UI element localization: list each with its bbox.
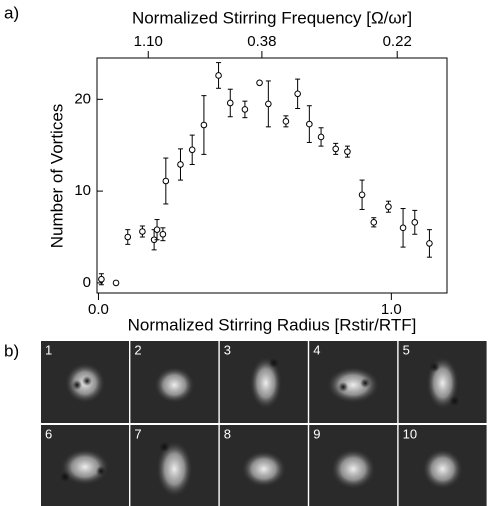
point bbox=[358, 191, 366, 199]
point bbox=[332, 145, 340, 153]
vortex bbox=[338, 382, 349, 392]
vortex bbox=[82, 376, 92, 386]
image-number: 3 bbox=[224, 342, 231, 357]
vortex bbox=[159, 442, 170, 452]
image-panel: 2 bbox=[130, 341, 219, 423]
point bbox=[98, 275, 105, 283]
point bbox=[344, 148, 351, 155]
image-number: 2 bbox=[134, 342, 141, 357]
vortex bbox=[96, 466, 106, 476]
vortex bbox=[429, 362, 440, 372]
x2-tick-label: 1.10 bbox=[134, 33, 163, 50]
y-tick-label: 0 bbox=[83, 274, 91, 291]
image-number: 7 bbox=[134, 426, 141, 441]
point bbox=[370, 219, 378, 226]
cloud bbox=[154, 367, 195, 403]
image-number: 5 bbox=[403, 342, 410, 357]
point bbox=[112, 279, 120, 287]
point bbox=[317, 133, 325, 141]
image-number: 1 bbox=[45, 342, 52, 357]
x-axis-label: Normalized Stirring Radius [Rstir/RTF] bbox=[128, 315, 417, 334]
point bbox=[177, 161, 184, 168]
y-axis-label: Number of Vortices bbox=[47, 104, 66, 249]
image-panel: 6 bbox=[41, 425, 129, 506]
image-panel: 3 bbox=[219, 341, 308, 423]
y-tick-label: 20 bbox=[74, 90, 91, 107]
image-number: 6 bbox=[45, 426, 52, 441]
image-number: 10 bbox=[403, 426, 417, 441]
point bbox=[282, 118, 290, 125]
point bbox=[399, 224, 407, 232]
point bbox=[294, 90, 301, 98]
cloud bbox=[156, 441, 193, 497]
image-panel: 1 bbox=[41, 341, 129, 423]
y-tick-label: 10 bbox=[74, 182, 91, 199]
image-panel: 7 bbox=[130, 425, 219, 506]
image-panel: 4 bbox=[309, 341, 398, 423]
point bbox=[215, 72, 222, 79]
image-number: 8 bbox=[224, 426, 231, 441]
image-panel: 9 bbox=[309, 425, 398, 506]
point bbox=[162, 177, 170, 185]
point bbox=[385, 203, 392, 211]
vortex bbox=[72, 380, 82, 390]
point bbox=[411, 219, 419, 226]
image-panel: 8 bbox=[219, 425, 308, 506]
point bbox=[265, 100, 272, 108]
point bbox=[139, 228, 146, 235]
cloud bbox=[327, 367, 380, 403]
point bbox=[188, 146, 196, 154]
point bbox=[256, 79, 263, 87]
x2-tick-label: 0.22 bbox=[383, 33, 412, 50]
cloud bbox=[61, 449, 109, 485]
point bbox=[159, 230, 167, 238]
point bbox=[241, 106, 249, 113]
image-panel: 10 bbox=[398, 425, 487, 506]
panel-label: a) bbox=[4, 3, 19, 22]
image-number: 9 bbox=[313, 426, 320, 441]
image-number: 4 bbox=[313, 342, 320, 357]
panel-label: b) bbox=[4, 341, 19, 360]
vortex bbox=[360, 378, 371, 388]
x-tick-label: 0.0 bbox=[88, 301, 109, 318]
point bbox=[226, 99, 234, 107]
vortex bbox=[60, 472, 70, 482]
point bbox=[124, 233, 132, 241]
point bbox=[426, 240, 433, 247]
cloud bbox=[331, 449, 376, 489]
image-panel: 5 bbox=[398, 341, 487, 423]
plot-frame bbox=[96, 57, 448, 294]
vortex bbox=[449, 396, 460, 406]
cloud bbox=[249, 357, 282, 409]
x-tick-label: 1.0 bbox=[381, 301, 402, 318]
cloud bbox=[241, 451, 286, 487]
cloud bbox=[422, 449, 463, 489]
vortex bbox=[268, 358, 279, 368]
point bbox=[153, 226, 161, 233]
point bbox=[306, 120, 313, 128]
x2-tick-label: 0.38 bbox=[247, 33, 276, 50]
point bbox=[200, 121, 208, 129]
x2-axis-label: Normalized Stirring Frequency [Ω/ωr] bbox=[132, 8, 412, 27]
